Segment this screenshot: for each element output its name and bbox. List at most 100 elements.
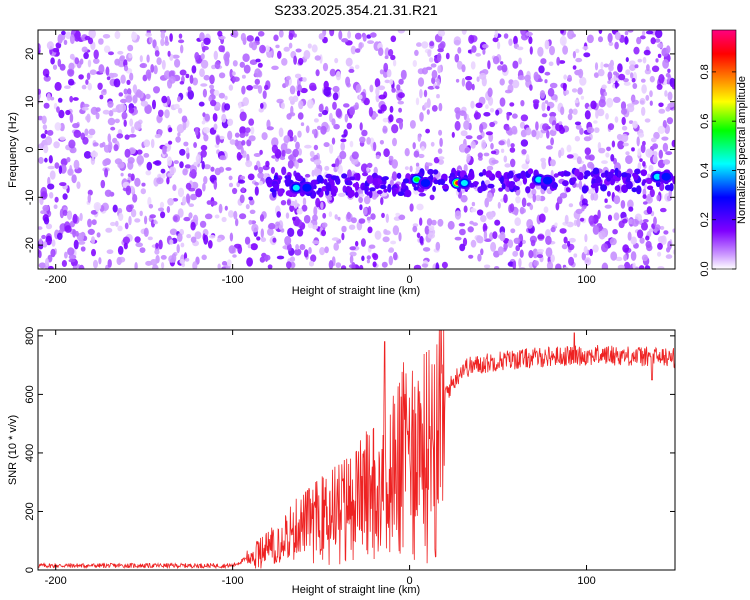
noise-blob — [421, 263, 429, 268]
noise-blob — [544, 79, 548, 84]
noise-blob — [288, 42, 293, 49]
noise-blob — [641, 222, 648, 231]
noise-blob — [200, 144, 208, 151]
noise-blob — [590, 100, 597, 110]
noise-blob — [259, 149, 263, 155]
noise-blob — [567, 30, 575, 40]
noise-blob — [653, 131, 660, 140]
noise-blob — [574, 99, 579, 104]
noise-blob — [132, 94, 138, 104]
noise-blob — [437, 65, 442, 74]
signal-blob — [625, 176, 631, 183]
noise-blob — [229, 68, 234, 79]
noise-blob — [477, 253, 482, 262]
noise-blob — [229, 139, 236, 145]
peak-contour — [661, 172, 671, 181]
noise-blob — [103, 45, 111, 53]
noise-blob — [83, 52, 89, 60]
noise-blob — [188, 203, 194, 207]
noise-blob — [416, 232, 421, 239]
noise-blob — [614, 116, 619, 123]
noise-blob — [600, 61, 604, 70]
noise-blob — [482, 48, 486, 55]
noise-blob — [177, 107, 183, 114]
noise-blob — [345, 76, 351, 87]
noise-blob — [195, 188, 203, 198]
noise-blob — [583, 246, 588, 255]
noise-blob — [481, 139, 487, 150]
noise-blob — [664, 90, 668, 97]
noise-blob — [329, 68, 336, 77]
noise-blob — [415, 162, 420, 167]
noise-blob — [460, 130, 468, 137]
signal-blob — [323, 179, 328, 185]
noise-blob — [431, 105, 438, 112]
noise-blob — [201, 120, 206, 125]
noise-blob — [58, 165, 63, 175]
noise-blob — [348, 224, 356, 230]
noise-blob — [354, 32, 362, 40]
noise-blob — [50, 57, 55, 65]
noise-blob — [389, 179, 394, 186]
noise-blob — [574, 135, 581, 142]
x-tick-label: -200 — [45, 274, 67, 286]
noise-blob — [117, 225, 123, 232]
noise-blob — [38, 88, 41, 95]
noise-blob — [563, 236, 568, 244]
noise-blob — [173, 103, 180, 110]
noise-blob — [303, 249, 309, 258]
noise-blob — [530, 239, 536, 247]
noise-blob — [104, 168, 109, 178]
noise-blob — [398, 107, 402, 113]
noise-blob — [374, 230, 382, 240]
noise-blob — [264, 84, 269, 91]
noise-blob — [463, 205, 468, 213]
noise-blob — [562, 45, 568, 55]
noise-blob — [625, 155, 633, 165]
noise-blob — [239, 194, 245, 204]
noise-blob — [613, 96, 621, 103]
noise-blob — [246, 139, 252, 147]
noise-blob — [298, 57, 304, 66]
y-tick-label: 800 — [24, 327, 36, 345]
peak-contour — [542, 176, 553, 185]
noise-blob — [204, 213, 213, 220]
noise-blob — [184, 164, 191, 169]
noise-blob — [95, 107, 101, 112]
noise-blob — [582, 46, 589, 50]
noise-blob — [313, 118, 319, 123]
noise-blob — [355, 48, 361, 53]
noise-blob — [398, 214, 406, 221]
noise-blob — [511, 125, 518, 135]
noise-blob — [349, 255, 354, 264]
noise-blob — [566, 144, 572, 153]
noise-blob — [321, 222, 328, 228]
noise-blob — [609, 237, 617, 246]
noise-blob — [467, 49, 472, 54]
noise-blob — [81, 106, 89, 111]
noise-blob — [424, 225, 430, 235]
noise-blob — [625, 57, 629, 63]
noise-blob — [515, 196, 521, 204]
noise-blob — [508, 38, 513, 46]
noise-blob — [204, 113, 210, 122]
noise-blob — [128, 53, 133, 59]
noise-blob — [483, 264, 491, 269]
signal-blob — [372, 177, 379, 186]
noise-blob — [62, 209, 68, 216]
noise-blob — [512, 60, 519, 69]
noise-blob — [68, 139, 76, 149]
noise-blob — [487, 60, 491, 70]
noise-blob — [465, 135, 473, 140]
noise-blob — [463, 111, 467, 121]
noise-blob — [391, 87, 396, 93]
noise-blob — [617, 264, 625, 269]
noise-blob — [224, 95, 228, 101]
noise-blob — [289, 256, 296, 263]
noise-blob — [157, 129, 163, 136]
noise-blob — [459, 228, 466, 236]
spectrogram-x-ticks: -200 -100 0 100 — [45, 30, 596, 286]
noise-blob — [143, 227, 149, 237]
noise-blob — [167, 198, 175, 206]
